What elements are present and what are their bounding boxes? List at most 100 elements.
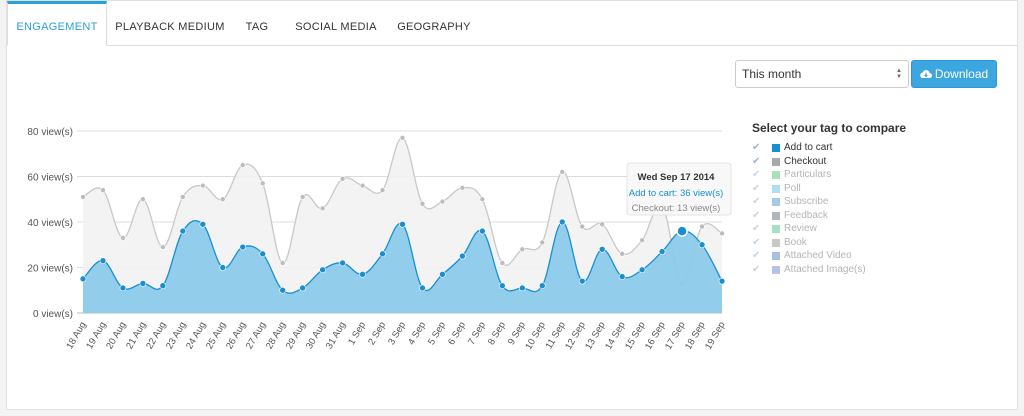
checkmark-icon: ✔ (752, 263, 761, 275)
legend-swatch (772, 184, 780, 193)
y-tick-label: 20 view(s) (27, 264, 73, 275)
legend-item[interactable]: ✔ Poll (752, 182, 866, 196)
data-point (559, 169, 566, 175)
legend-label: Particulars (784, 169, 832, 180)
legend-item[interactable]: ✔ Attached Image(s) (752, 263, 866, 277)
tab-geography[interactable]: GEOGRAPHY (397, 21, 471, 33)
checkmark-icon: ✔ (752, 142, 761, 153)
period-select[interactable]: This month ▲ ▼ (735, 60, 909, 88)
data-point (180, 194, 186, 200)
legend-label: Subscribe (784, 196, 829, 207)
data-point (499, 282, 506, 290)
legend-item[interactable]: ✔ Attached Video (752, 249, 866, 263)
x-tick-label: 3 Sep (386, 320, 408, 347)
data-point (658, 248, 666, 255)
legend-item[interactable]: ✔ Review (752, 222, 866, 236)
data-point (459, 252, 466, 260)
data-point (698, 241, 706, 249)
legend-item[interactable]: ✔ Subscribe (752, 195, 866, 209)
data-point (159, 282, 167, 290)
data-point (459, 185, 466, 191)
data-point (359, 182, 366, 189)
period-select-value: This month (742, 67, 802, 81)
data-point (519, 284, 526, 292)
data-point (699, 223, 705, 230)
data-point (279, 260, 286, 266)
download-button[interactable]: Download (911, 60, 997, 88)
data-point (399, 135, 406, 141)
data-point (479, 196, 486, 203)
data-point (419, 284, 426, 292)
legend-swatch (772, 144, 780, 152)
y-tick-label: 0 view(s) (33, 309, 73, 320)
legend-swatch (772, 211, 780, 220)
data-point (539, 239, 546, 246)
legend-label: Feedback (784, 209, 828, 221)
data-point (199, 220, 207, 228)
data-point (558, 218, 566, 226)
series-area (83, 220, 722, 313)
data-point (359, 271, 366, 278)
x-tick-label: 19 Sep (703, 320, 728, 352)
data-point (499, 260, 506, 266)
data-point (419, 201, 426, 207)
checkmark-icon: ✔ (752, 223, 761, 234)
legend-label: Add to cart (784, 142, 833, 153)
data-point (140, 196, 146, 203)
data-point (638, 266, 646, 274)
legend-item[interactable]: ✔ Add to cart (752, 141, 866, 155)
x-tick-label: 4 Sep (406, 320, 428, 347)
legend-swatch (772, 198, 780, 206)
select-arrows-icon: ▲ ▼ (896, 68, 902, 80)
checkmark-icon: ✔ (752, 169, 761, 180)
data-point (299, 194, 306, 200)
data-point (160, 244, 166, 250)
data-point (439, 271, 446, 278)
tab-social-media[interactable]: SOCIAL MEDIA (295, 21, 377, 33)
data-point (319, 266, 326, 274)
legend-item[interactable]: ✔ Book (752, 236, 866, 250)
x-tick-label: 6 Sep (446, 320, 468, 347)
x-tick-label: 2 Sep (366, 320, 388, 347)
x-tick-label: 8 Sep (486, 320, 508, 347)
legend-swatch (772, 252, 780, 260)
data-point (239, 162, 246, 168)
tooltip-box (626, 162, 732, 216)
data-point (299, 284, 306, 292)
data-point (139, 280, 147, 287)
cloud-download-icon (919, 70, 932, 79)
data-point (79, 275, 87, 283)
data-point (80, 194, 86, 200)
data-point (339, 175, 346, 182)
data-point (120, 235, 126, 241)
x-tick-label: 1 Sep (346, 320, 368, 347)
legend-item[interactable]: ✔ Feedback (752, 209, 866, 223)
legend-label: Book (784, 236, 807, 248)
tooltip-date: Wed Sep 17 2014 (638, 172, 716, 183)
data-point (578, 277, 586, 285)
checkmark-icon: ✔ (752, 236, 761, 248)
tab-playback-medium[interactable]: PLAYBACK MEDIUM (115, 21, 225, 33)
legend-label: Poll (784, 182, 801, 194)
data-point (219, 264, 227, 271)
tag-legend: ✔ Add to cart ✔ Checkout ✔ Particulars ✔ Poll ✔ S… (752, 141, 866, 276)
data-point (399, 220, 406, 228)
legend-label: Checkout (784, 155, 827, 167)
legend-swatch (772, 157, 780, 166)
legend-title: Select your tag to compare (752, 121, 907, 135)
data-point (676, 225, 688, 237)
data-point (279, 286, 286, 294)
data-point (519, 246, 526, 253)
tab-engagement[interactable]: ENGAGEMENT (7, 1, 107, 46)
tab-bar: ENGAGEMENT PLAYBACK MEDIUM TAG SOCIAL ME… (7, 1, 1017, 46)
checkmark-icon: ✔ (752, 209, 761, 221)
legend-item[interactable]: ✔ Checkout (752, 155, 866, 169)
data-point (259, 180, 266, 187)
legend-item[interactable]: ✔ Particulars (752, 168, 866, 182)
tooltip-add-to-cart: Add to cart: 36 view(s) (629, 188, 724, 199)
data-point (339, 259, 346, 267)
checkmark-icon: ✔ (752, 196, 761, 207)
legend-swatch (772, 171, 780, 179)
data-point (99, 257, 107, 264)
tab-tag[interactable]: TAG (245, 21, 269, 33)
